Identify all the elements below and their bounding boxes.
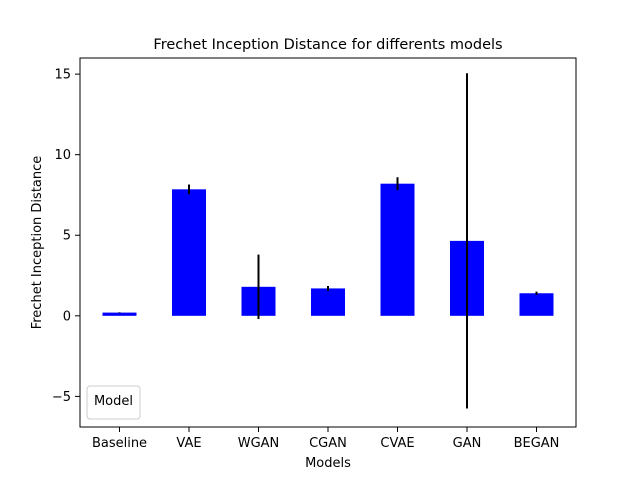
y-tick-label: 15 <box>54 68 71 83</box>
x-tick-label: WGAN <box>238 436 280 451</box>
x-tick-label: CGAN <box>309 436 347 451</box>
y-tick-label: 10 <box>54 148 71 163</box>
legend: Model <box>86 385 141 420</box>
chart-title: Frechet Inception Distance for different… <box>153 37 502 53</box>
y-tick-label: −5 <box>52 390 71 405</box>
bar <box>172 189 206 316</box>
bar <box>102 312 137 316</box>
bar <box>311 288 345 316</box>
bar <box>380 183 415 316</box>
x-tick-label: BEGAN <box>514 436 560 451</box>
plot-frame <box>79 57 577 428</box>
x-tick-label: Baseline <box>92 436 147 451</box>
y-axis-label: Frechet Inception Distance <box>30 156 45 330</box>
plot-area <box>102 73 554 409</box>
bar <box>519 293 554 316</box>
x-tick-label: CVAE <box>380 436 414 451</box>
x-tick-label: GAN <box>453 436 482 451</box>
y-tick-label: 0 <box>63 309 71 324</box>
legend-title: Model <box>94 394 133 409</box>
legend-box <box>86 385 141 420</box>
y-tick-label: 5 <box>63 229 71 244</box>
x-axis-label: Models <box>305 456 351 471</box>
x-tick-label: VAE <box>176 436 201 451</box>
